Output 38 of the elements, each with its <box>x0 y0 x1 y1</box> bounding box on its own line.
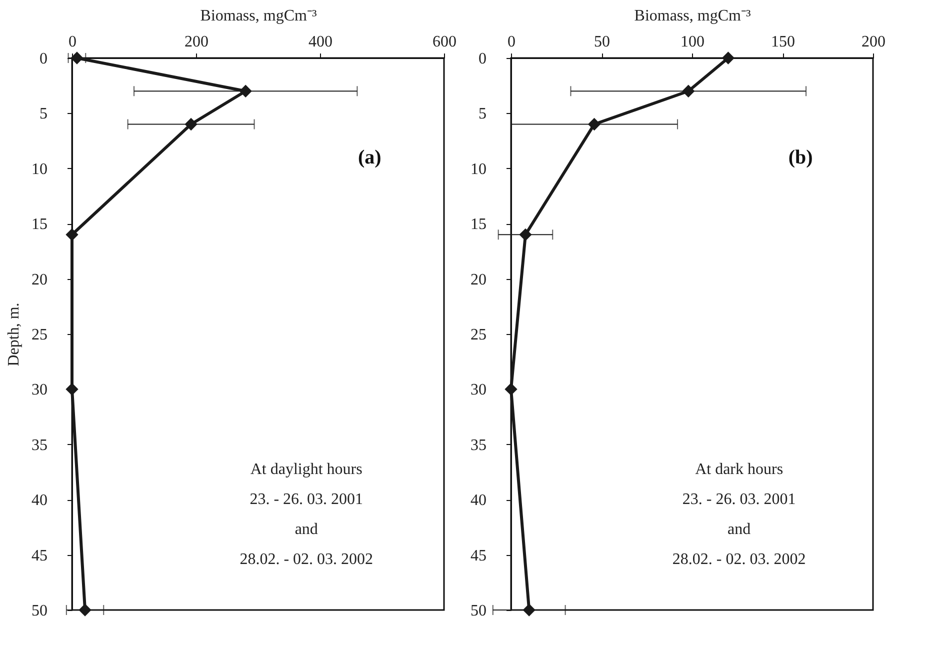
annotation: At daylight hours 23. - 26. 03. 2001 and 28.02. - 02. 03. 2002 <box>240 460 374 568</box>
annotation: (a) <box>358 146 382 168</box>
x-tick-label: 100 <box>680 34 704 50</box>
y-tick-label: 10 <box>470 160 486 178</box>
x-tick-label: 200 <box>862 34 886 50</box>
x-tick-label: 50 <box>594 34 610 50</box>
y-axis-title: Depth, m. <box>6 302 22 366</box>
y-tick-label: 35 <box>470 436 486 454</box>
annotation: (b) <box>788 146 813 168</box>
y-tick-label: 5 <box>40 106 48 123</box>
y-tick-label: 35 <box>32 436 48 454</box>
annotation: At dark hours 23. - 26. 03. 2001 and 28.02. - 02. 03. 2002 <box>672 460 806 568</box>
y-tick-label: 15 <box>470 216 486 234</box>
y-tick-label: 0 <box>478 50 486 68</box>
y-tick-label: 50 <box>32 602 48 620</box>
x-axis-title: Biomass, mgCm⁻³ <box>634 8 751 24</box>
x-tick-label: 150 <box>771 34 795 50</box>
y-tick-label: 0 <box>40 50 48 68</box>
y-tick-label: 20 <box>470 271 486 288</box>
x-tick-label: 200 <box>184 34 208 50</box>
y-tick-label: 20 <box>32 271 48 288</box>
y-tick-label: 5 <box>478 106 486 123</box>
x-tick-label: 0 <box>68 34 76 50</box>
y-tick-label: 45 <box>470 547 486 564</box>
y-tick-label: 30 <box>470 382 486 399</box>
x-tick-label: 400 <box>308 34 332 50</box>
x-tick-label: 0 <box>508 34 516 50</box>
y-tick-label: 50 <box>470 602 486 620</box>
y-tick-label: 25 <box>32 326 48 344</box>
x-axis-title: Biomass, mgCm⁻³ <box>200 8 317 24</box>
y-tick-label: 10 <box>32 160 48 178</box>
y-tick-label: 45 <box>32 547 48 564</box>
y-tick-label: 30 <box>32 382 48 399</box>
y-tick-label: 40 <box>470 492 486 510</box>
y-tick-label: 40 <box>32 492 48 510</box>
y-tick-label: 15 <box>32 216 48 234</box>
y-tick-label: 25 <box>470 326 486 344</box>
x-tick-label: 600 <box>432 34 456 50</box>
